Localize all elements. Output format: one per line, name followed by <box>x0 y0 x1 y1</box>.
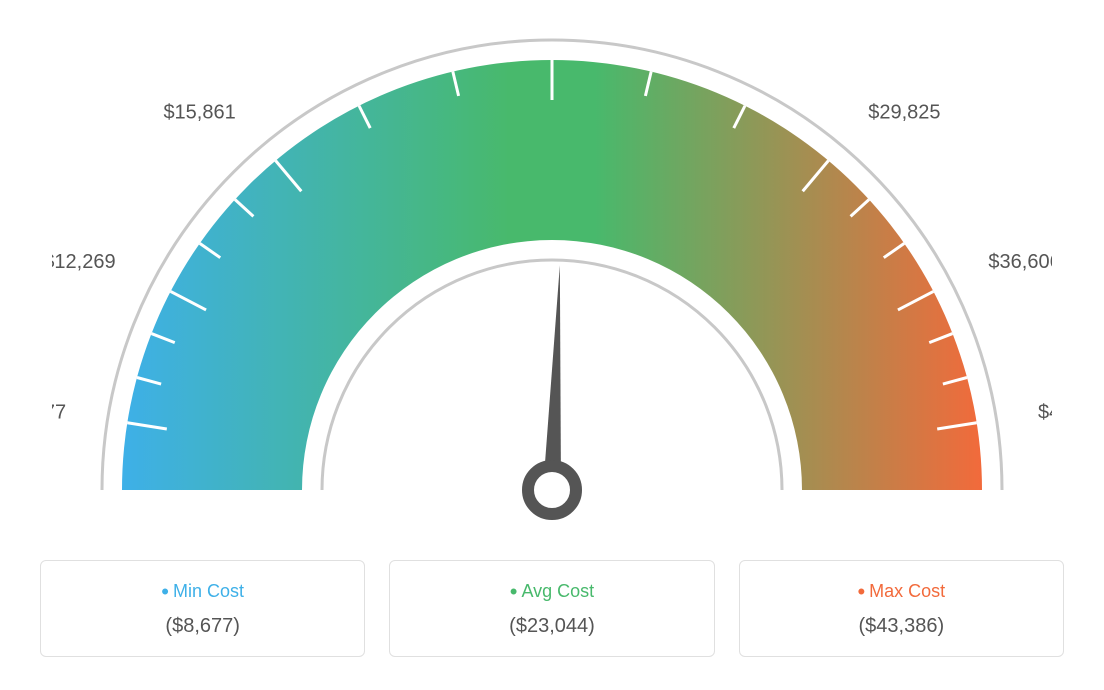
legend-card-avg: •Avg Cost ($23,044) <box>389 560 714 657</box>
legend-max-value: ($43,386) <box>752 615 1051 638</box>
dot-icon: • <box>510 579 518 604</box>
gauge-needle-hub <box>528 466 576 514</box>
dot-icon: • <box>161 579 169 604</box>
gauge-tick-label: $36,606 <box>988 251 1052 273</box>
gauge-tick-label: $12,269 <box>52 251 116 273</box>
gauge-tick-label: $8,677 <box>52 401 66 423</box>
gauge-tick-label: $29,825 <box>868 101 940 123</box>
legend-card-min: •Min Cost ($8,677) <box>40 560 365 657</box>
legend-min-label-text: Min Cost <box>173 581 244 601</box>
cost-gauge-chart: $8,677$12,269$15,861$23,044$29,825$36,60… <box>20 20 1084 657</box>
legend-row: •Min Cost ($8,677) •Avg Cost ($23,044) •… <box>20 560 1084 657</box>
legend-max-label-text: Max Cost <box>869 581 945 601</box>
legend-avg-label-text: Avg Cost <box>521 581 594 601</box>
legend-avg-value: ($23,044) <box>402 615 701 638</box>
gauge-svg: $8,677$12,269$15,861$23,044$29,825$36,60… <box>52 20 1052 540</box>
legend-label-max: •Max Cost <box>752 579 1051 605</box>
legend-label-avg: •Avg Cost <box>402 579 701 605</box>
gauge-tick-label: $43,386 <box>1038 401 1052 423</box>
gauge-needle <box>543 265 561 490</box>
legend-min-value: ($8,677) <box>53 615 352 638</box>
gauge-tick-label: $15,861 <box>163 101 235 123</box>
dot-icon: • <box>857 579 865 604</box>
legend-card-max: •Max Cost ($43,386) <box>739 560 1064 657</box>
legend-label-min: •Min Cost <box>53 579 352 605</box>
